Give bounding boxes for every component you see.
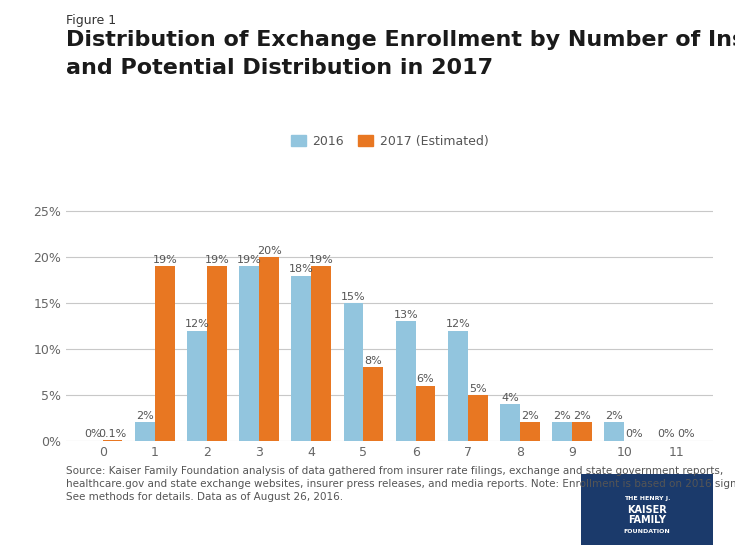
Text: 19%: 19% xyxy=(237,255,262,265)
Text: 0.1%: 0.1% xyxy=(98,429,126,439)
Text: Figure 1: Figure 1 xyxy=(66,14,116,27)
Text: 12%: 12% xyxy=(184,319,209,329)
Text: FOUNDATION: FOUNDATION xyxy=(623,528,670,534)
Text: 19%: 19% xyxy=(309,255,334,265)
Text: KAISER: KAISER xyxy=(627,505,667,515)
Bar xyxy=(415,386,435,441)
Bar xyxy=(207,266,227,441)
Text: 19%: 19% xyxy=(152,255,177,265)
Bar xyxy=(396,321,415,441)
Text: 0%: 0% xyxy=(678,429,695,440)
Text: FAMILY: FAMILY xyxy=(628,515,666,526)
Text: THE HENRY J.: THE HENRY J. xyxy=(623,496,670,501)
Bar xyxy=(103,440,123,441)
Bar xyxy=(135,423,155,441)
Text: 2%: 2% xyxy=(573,411,591,421)
Legend: 2016, 2017 (Estimated): 2016, 2017 (Estimated) xyxy=(286,129,493,153)
Text: and Potential Distribution in 2017: and Potential Distribution in 2017 xyxy=(66,58,493,78)
Text: 0%: 0% xyxy=(625,429,643,440)
Text: 5%: 5% xyxy=(469,383,487,393)
Text: 20%: 20% xyxy=(257,246,282,256)
Text: 8%: 8% xyxy=(365,356,382,366)
Text: 2%: 2% xyxy=(136,411,154,421)
Text: 2%: 2% xyxy=(521,411,539,421)
Bar xyxy=(500,404,520,441)
Text: 19%: 19% xyxy=(204,255,229,265)
Text: 12%: 12% xyxy=(445,319,470,329)
Text: 6%: 6% xyxy=(417,374,434,385)
Text: 15%: 15% xyxy=(341,291,366,302)
Text: 4%: 4% xyxy=(501,393,519,403)
Bar xyxy=(240,266,259,441)
Bar xyxy=(604,423,624,441)
Text: Distribution of Exchange Enrollment by Number of Insurers in 2016: Distribution of Exchange Enrollment by N… xyxy=(66,30,735,50)
Text: 2%: 2% xyxy=(606,411,623,421)
Bar xyxy=(187,331,207,441)
Text: 18%: 18% xyxy=(289,264,314,274)
Bar xyxy=(467,395,487,441)
Bar xyxy=(448,331,467,441)
Text: 13%: 13% xyxy=(393,310,418,320)
Text: 0%: 0% xyxy=(84,429,101,440)
Text: 0%: 0% xyxy=(658,429,675,440)
Bar xyxy=(572,423,592,441)
Bar xyxy=(552,423,572,441)
Bar xyxy=(364,368,383,441)
Bar xyxy=(344,303,364,441)
Bar xyxy=(292,276,312,441)
Bar xyxy=(312,266,331,441)
Text: Source: Kaiser Family Foundation analysis of data gathered from insurer rate fil: Source: Kaiser Family Foundation analysi… xyxy=(66,466,735,502)
Bar xyxy=(520,423,539,441)
Text: 2%: 2% xyxy=(553,411,571,421)
Bar xyxy=(155,266,175,441)
Bar xyxy=(259,257,279,441)
